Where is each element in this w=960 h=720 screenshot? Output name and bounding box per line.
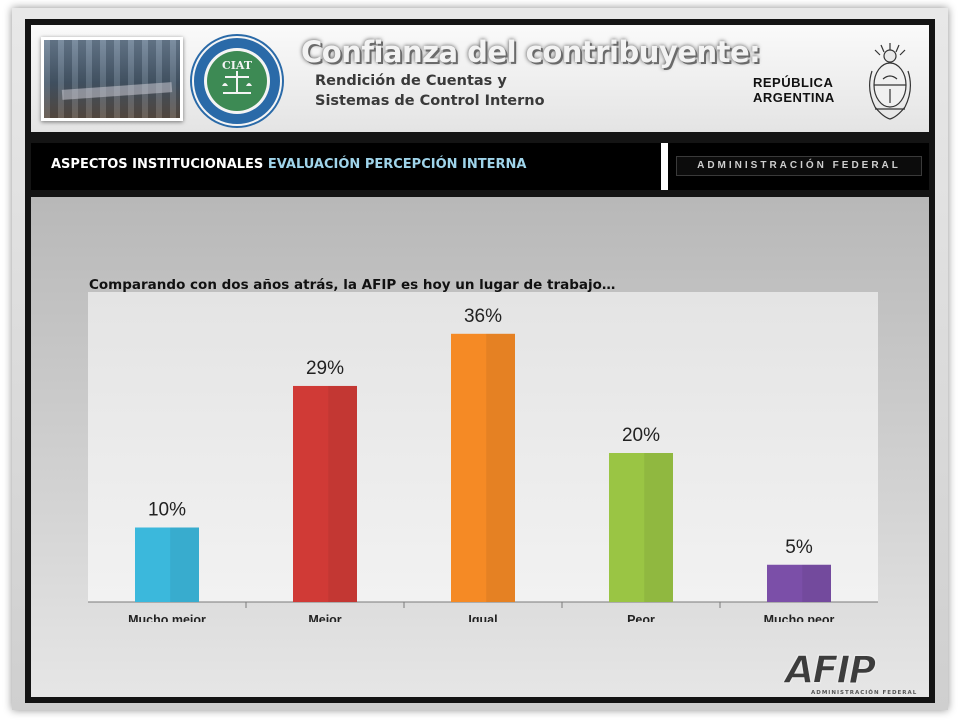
slide-frame: CIAT Confianza del contribuyente: Rendic… <box>12 8 948 710</box>
x-tick-label: Igual <box>468 613 497 622</box>
argentina-coat-of-arms-icon <box>869 43 911 120</box>
bar-shade-4 <box>644 453 673 602</box>
data-label: 36% <box>464 306 502 327</box>
country-label: REPÚBLICA ARGENTINA <box>753 75 835 105</box>
subtitle-line-2: Sistemas de Control Interno <box>315 93 545 109</box>
bar-shade-1 <box>170 527 199 602</box>
afip-logo-wordmark: AFIP <box>783 651 877 692</box>
country-line-2: ARGENTINA <box>753 90 835 105</box>
x-tick-label: Mejor <box>308 613 341 622</box>
subtitle-line-1: Rendición de Cuentas y <box>315 73 507 89</box>
country-line-1: REPÚBLICA <box>753 75 834 90</box>
data-label: 5% <box>785 537 813 558</box>
section-heading: ASPECTOS INSTITUCIONALES EVALUACIÓN PERC… <box>51 157 526 172</box>
building-photo <box>41 37 183 121</box>
section-bar: ASPECTOS INSTITUCIONALES EVALUACIÓN PERC… <box>31 143 661 190</box>
x-tick-label: Mucho mejor <box>128 613 206 622</box>
section-category: ASPECTOS INSTITUCIONALES <box>51 157 264 172</box>
chart-container: 10% Mucho mejor 29% Mejor 36% Igual 20% Peor 5% M… <box>88 292 878 627</box>
afip-logo: AFIP ADMINISTRACIÓN FEDERAL <box>783 651 917 696</box>
section-topic: EVALUACIÓN PERCEPCIÓN INTERNA <box>267 157 527 172</box>
content-area: Comparando con dos años atrás, la AFIP e… <box>31 197 929 697</box>
bar-shade-3 <box>486 333 515 602</box>
afip-logo-tagline: ADMINISTRACIÓN FEDERAL <box>811 689 917 696</box>
slide-inner: CIAT Confianza del contribuyente: Rendic… <box>25 19 935 703</box>
ciat-seal-icon: CIAT <box>190 34 284 128</box>
section-separator <box>661 143 668 190</box>
page-title: Confianza del contribuyente: <box>301 35 761 69</box>
seal-label: CIAT <box>222 59 253 72</box>
x-tick-label: Mucho peor <box>764 613 835 622</box>
data-label: 29% <box>306 358 344 379</box>
bar-shade-2 <box>328 385 357 602</box>
chart-question: Comparando con dos años atrás, la AFIP e… <box>89 277 616 293</box>
admin-bar: ADMINISTRACIÓN FEDERAL <box>668 143 929 190</box>
admin-label: ADMINISTRACIÓN FEDERAL <box>676 156 922 176</box>
building-sign <box>61 82 173 100</box>
data-label: 20% <box>622 425 660 446</box>
data-label: 10% <box>148 500 186 521</box>
page-subtitle: Rendición de Cuentas y Sistemas de Contr… <box>315 71 545 111</box>
bar-shade-5 <box>802 564 831 602</box>
bar-chart: 10% Mucho mejor 29% Mejor 36% Igual 20% Peor 5% M… <box>88 292 878 627</box>
header-band: CIAT Confianza del contribuyente: Rendic… <box>31 25 929 132</box>
x-tick-label: Peor <box>627 613 655 622</box>
